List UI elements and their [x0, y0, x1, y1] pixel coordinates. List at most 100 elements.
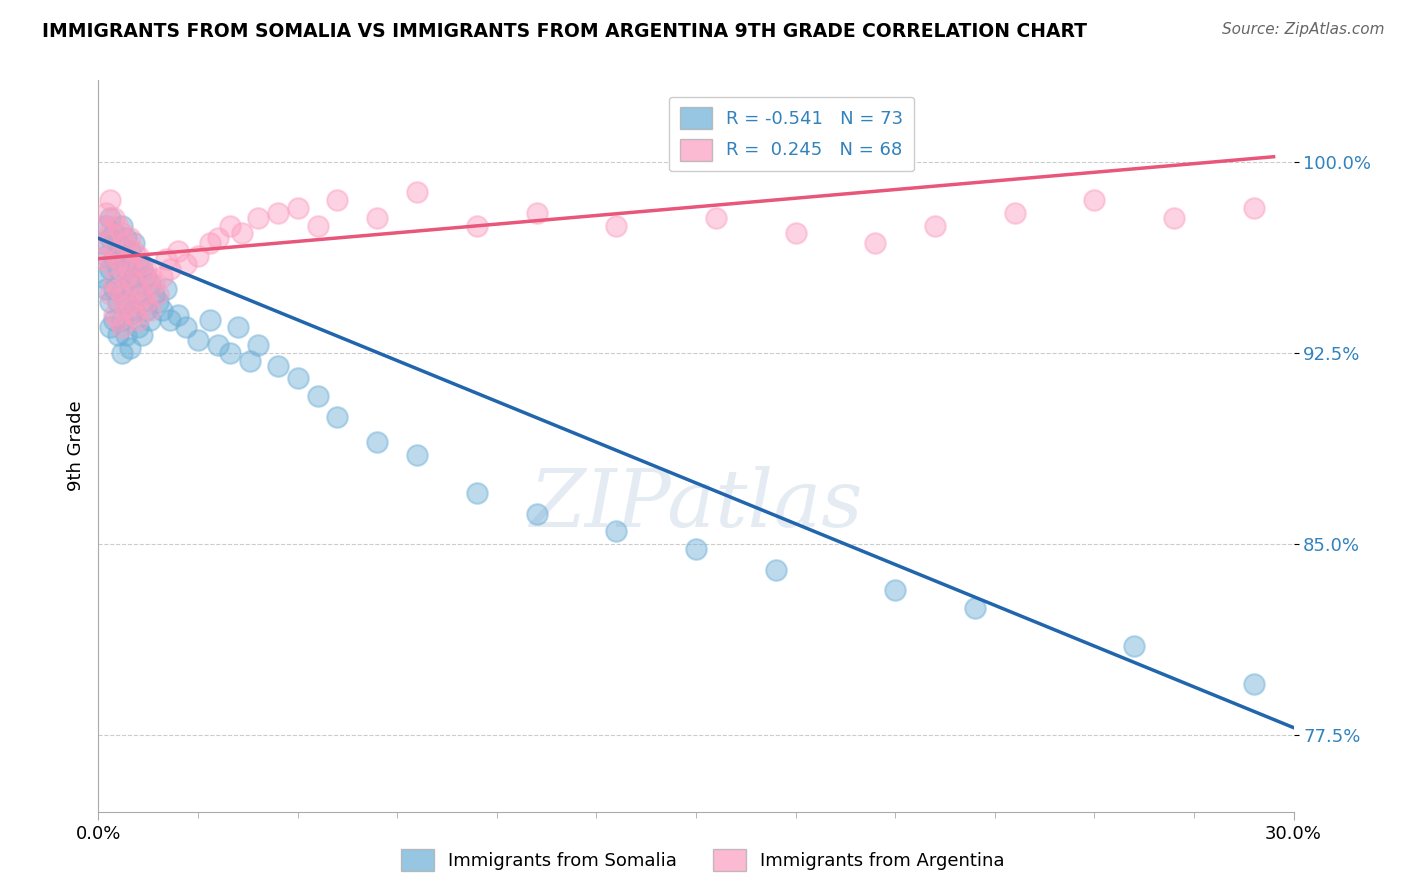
Point: [124, 269, 146, 284]
Point: [785, 226, 807, 240]
Point: [111, 257, 134, 271]
Point: [127, 249, 149, 263]
Point: [139, 302, 162, 317]
Point: [526, 507, 548, 521]
Point: [131, 328, 153, 343]
Text: IMMIGRANTS FROM SOMALIA VS IMMIGRANTS FROM ARGENTINA 9TH GRADE CORRELATION CHART: IMMIGRANTS FROM SOMALIA VS IMMIGRANTS FR…: [42, 22, 1087, 41]
Point: [98, 211, 122, 225]
Point: [963, 600, 986, 615]
Point: [98, 193, 122, 207]
Point: [187, 249, 209, 263]
Point: [148, 295, 170, 310]
Point: [96, 282, 118, 296]
Point: [103, 211, 125, 225]
Point: [366, 211, 388, 225]
Point: [103, 226, 125, 240]
Point: [246, 211, 269, 225]
Point: [924, 219, 946, 233]
Text: Source: ZipAtlas.com: Source: ZipAtlas.com: [1222, 22, 1385, 37]
Point: [91, 219, 114, 233]
Point: [127, 320, 149, 334]
Point: [107, 252, 129, 266]
Point: [174, 320, 197, 334]
Point: [605, 524, 627, 539]
Point: [127, 313, 149, 327]
Point: [219, 219, 242, 233]
Point: [219, 346, 242, 360]
Point: [865, 236, 887, 251]
Point: [96, 219, 118, 233]
Point: [124, 275, 146, 289]
Point: [1004, 206, 1026, 220]
Point: [103, 313, 125, 327]
Point: [115, 231, 138, 245]
Legend: R = -0.541   N = 73, R =  0.245   N = 68: R = -0.541 N = 73, R = 0.245 N = 68: [669, 96, 914, 171]
Point: [115, 300, 138, 314]
Point: [98, 287, 122, 301]
Point: [91, 252, 114, 266]
Point: [120, 308, 142, 322]
Point: [150, 302, 173, 317]
Point: [267, 359, 290, 373]
Point: [96, 236, 118, 251]
Point: [103, 244, 125, 258]
Y-axis label: 9th Grade: 9th Grade: [66, 401, 84, 491]
Point: [120, 244, 142, 258]
Point: [120, 277, 142, 292]
Point: [685, 542, 707, 557]
Legend: Immigrants from Somalia, Immigrants from Argentina: Immigrants from Somalia, Immigrants from…: [394, 842, 1012, 879]
Point: [135, 302, 157, 317]
Point: [765, 563, 787, 577]
Point: [167, 244, 190, 258]
Point: [155, 252, 177, 266]
Point: [103, 252, 125, 266]
Point: [124, 244, 146, 258]
Point: [246, 338, 269, 352]
Point: [131, 290, 153, 304]
Point: [115, 236, 138, 251]
Point: [103, 275, 125, 289]
Point: [91, 236, 114, 251]
Point: [98, 231, 122, 245]
Point: [131, 261, 153, 276]
Point: [1243, 201, 1265, 215]
Point: [107, 236, 129, 251]
Point: [287, 371, 309, 385]
Point: [120, 341, 142, 355]
Point: [150, 269, 173, 284]
Point: [107, 295, 129, 310]
Text: ZIPatlas: ZIPatlas: [529, 466, 863, 543]
Point: [98, 226, 122, 240]
Point: [91, 269, 114, 284]
Point: [131, 295, 153, 310]
Point: [111, 290, 134, 304]
Point: [231, 226, 253, 240]
Point: [155, 282, 177, 296]
Point: [1083, 193, 1105, 207]
Point: [111, 313, 134, 327]
Point: [107, 282, 129, 296]
Point: [226, 320, 249, 334]
Point: [406, 186, 429, 200]
Point: [198, 313, 221, 327]
Point: [139, 269, 162, 284]
Point: [1243, 677, 1265, 691]
Point: [174, 257, 197, 271]
Point: [465, 219, 488, 233]
Point: [465, 486, 488, 500]
Point: [406, 448, 429, 462]
Point: [111, 226, 134, 240]
Point: [366, 435, 388, 450]
Point: [326, 409, 349, 424]
Point: [143, 277, 166, 292]
Point: [167, 308, 190, 322]
Point: [115, 328, 138, 343]
Point: [1123, 639, 1146, 653]
Point: [107, 313, 129, 327]
Point: [239, 353, 262, 368]
Point: [127, 282, 149, 296]
Point: [207, 338, 229, 352]
Point: [120, 261, 142, 276]
Point: [127, 257, 149, 271]
Point: [159, 261, 181, 276]
